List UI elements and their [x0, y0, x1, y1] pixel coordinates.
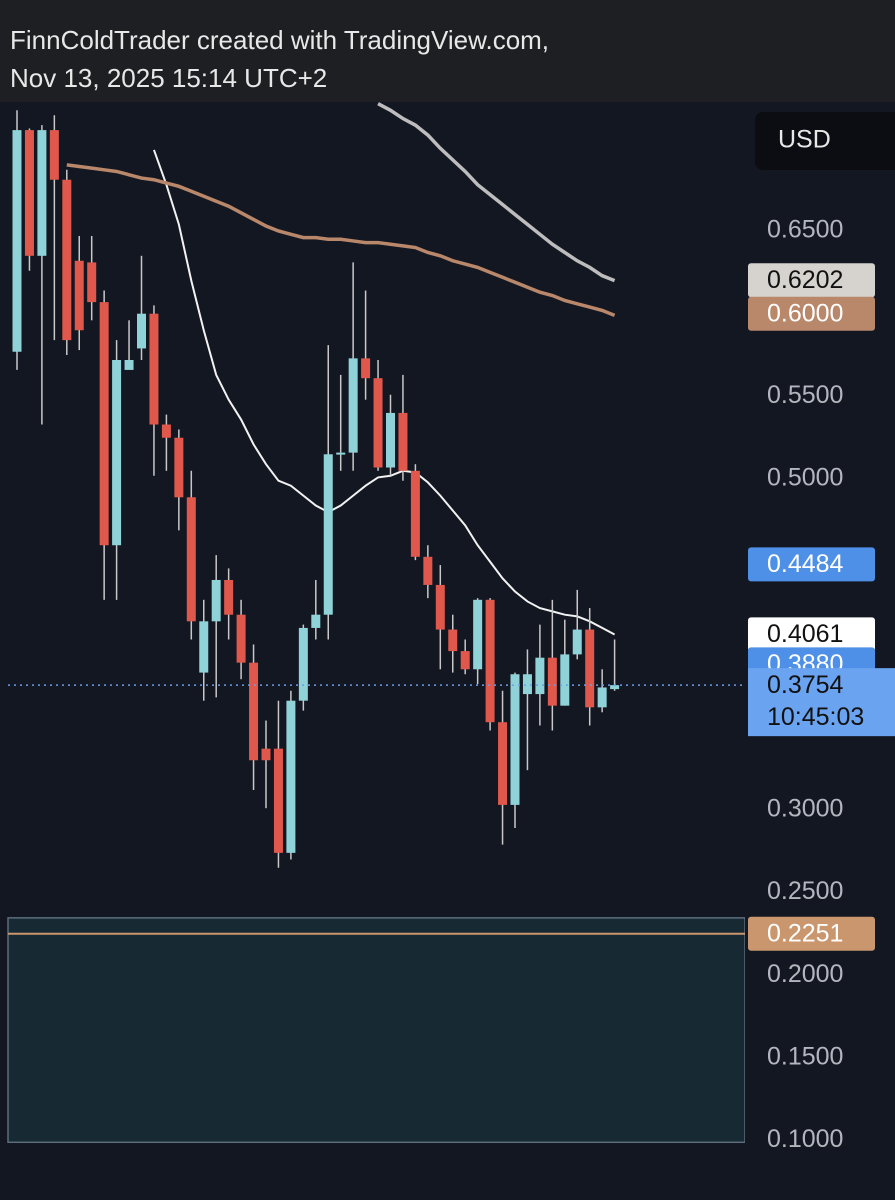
currency[interactable]: USD	[778, 126, 831, 154]
price-tag-label: 0.6202	[767, 266, 843, 294]
candle-body	[535, 657, 545, 695]
candle-body	[348, 358, 358, 453]
y-tick-label: 0.5000	[767, 464, 843, 492]
candle-body	[174, 437, 184, 498]
candle-body	[311, 614, 321, 628]
candle-body	[323, 454, 333, 615]
candle-body	[423, 556, 433, 585]
candle-body	[199, 621, 209, 673]
candle-body	[485, 599, 495, 723]
candle-body	[460, 651, 470, 670]
candle-body	[386, 412, 395, 468]
candle-body	[137, 313, 146, 349]
candle-body	[560, 654, 570, 706]
price-tag-label: 0.4484	[767, 550, 844, 578]
candle-body	[610, 685, 620, 690]
candle-body	[448, 629, 458, 652]
candle-body	[186, 497, 196, 622]
candle-body	[597, 687, 607, 708]
candle-body	[498, 722, 508, 805]
zone	[7, 917, 745, 1144]
candle-body	[510, 674, 520, 805]
candle-body	[74, 260, 84, 331]
candle-body	[37, 130, 47, 256]
ma-line	[153, 149, 616, 636]
candle-body	[261, 748, 271, 761]
price-tag	[748, 263, 875, 298]
plot	[7, 102, 745, 1144]
header-line: Nov 13, 2025 15:14 UTC+2	[10, 63, 327, 93]
candle-body	[473, 599, 483, 670]
last-price-tag	[748, 668, 895, 737]
y-tick-label: 0.2000	[767, 960, 843, 988]
candle-body	[49, 130, 59, 180]
candle-body	[249, 662, 259, 761]
price-tag	[748, 296, 875, 331]
price-tag-label: 0.6000	[767, 299, 843, 327]
y-tick-label: 0.1500	[767, 1043, 843, 1071]
candle-body	[298, 627, 308, 701]
price-tag	[748, 617, 875, 652]
candle-body	[410, 470, 420, 557]
candle-body	[336, 452, 346, 455]
price-tag-label: 0.2251	[767, 919, 843, 947]
candle-body	[87, 262, 97, 303]
candle-body	[224, 579, 234, 615]
candle-body	[211, 579, 221, 622]
price-tag-label: 0.4061	[767, 620, 843, 648]
candle-body	[62, 179, 72, 341]
price-tag	[748, 547, 875, 582]
candle-body	[373, 378, 383, 468]
candle-body	[286, 700, 296, 853]
y-tick-label: 0.2500	[767, 877, 843, 905]
candle-body	[161, 424, 171, 438]
candle-body	[522, 674, 532, 695]
candle-body	[236, 614, 246, 663]
candle-body	[12, 130, 22, 352]
ma-line	[66, 163, 616, 317]
candle-body	[547, 657, 557, 706]
candle-body	[398, 412, 408, 471]
candle-body	[124, 360, 134, 370]
candle-body	[361, 358, 371, 379]
header-line: FinnColdTrader created with TradingView.…	[10, 25, 549, 55]
candle-body	[99, 302, 109, 546]
candle-body	[273, 748, 283, 853]
last-price-label: 0.3754	[767, 671, 844, 699]
y-tick-label: 0.6500	[767, 216, 843, 244]
candle-body	[24, 130, 34, 256]
countdown: 10:45:03	[767, 703, 864, 731]
y-tick-label: 0.5500	[767, 381, 843, 409]
price-tag	[748, 916, 875, 951]
candle-body	[572, 629, 582, 655]
candle-body	[149, 313, 159, 425]
currency-box[interactable]	[755, 112, 895, 170]
y-tick-label: 0.1000	[767, 1125, 843, 1153]
candle-body	[435, 584, 445, 630]
candle-body	[585, 629, 595, 708]
ma-line	[377, 102, 616, 283]
plot-area	[7, 102, 745, 1144]
candle-body	[112, 360, 122, 546]
header-bg	[0, 0, 895, 102]
y-tick-label: 0.3000	[767, 794, 843, 822]
